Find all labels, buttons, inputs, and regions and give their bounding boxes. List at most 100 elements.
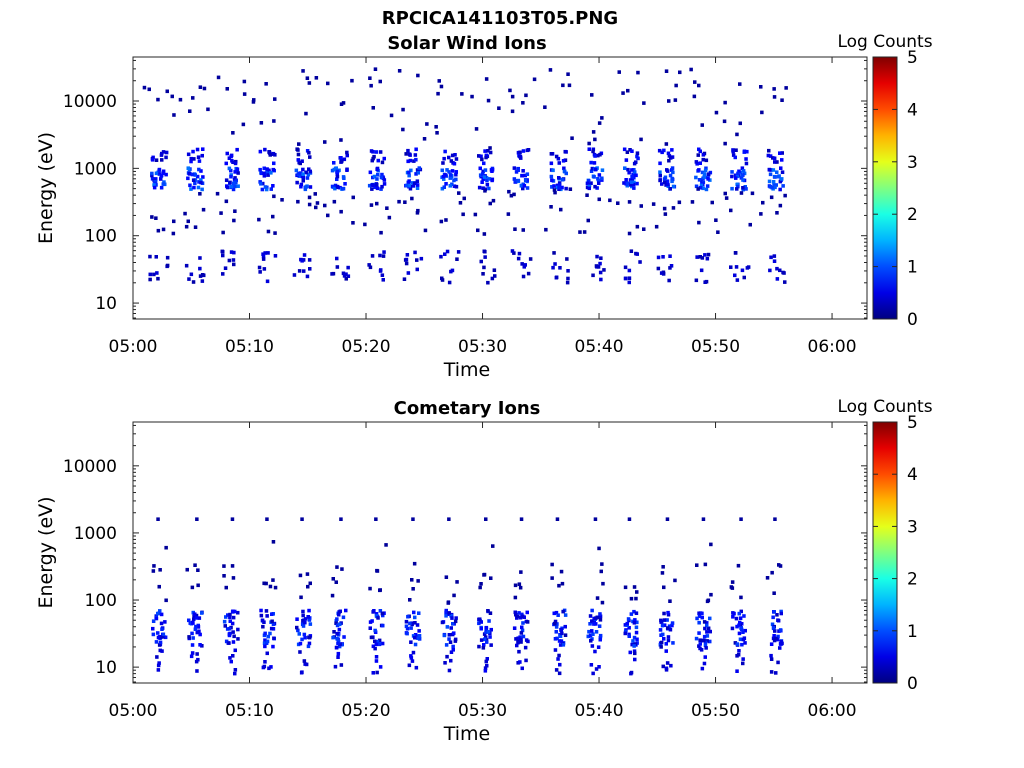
spectrogram-cell — [440, 278, 445, 282]
spectrogram-cell — [769, 670, 774, 674]
spectrogram-cell — [636, 156, 640, 161]
spectrogram-cell — [600, 600, 605, 605]
spectrogram-cell — [387, 215, 392, 220]
spectrogram-cell — [416, 73, 420, 78]
spectrogram-cell — [658, 643, 663, 647]
spectrogram-cell — [520, 173, 524, 178]
spectrogram-cell — [382, 250, 386, 254]
spectrogram-cell — [330, 593, 335, 598]
spectrogram-cell — [165, 89, 169, 94]
spectrogram-cell — [164, 150, 169, 155]
spectrogram-cell — [442, 633, 447, 638]
spectrogram-cell — [298, 641, 303, 646]
spectrogram-cell — [635, 637, 639, 642]
spectrogram-cell — [156, 276, 160, 281]
spectrogram-cell — [164, 155, 168, 160]
spectrogram-cell — [778, 268, 782, 273]
spectrogram-cell — [698, 161, 702, 165]
spectrogram-cell — [767, 167, 772, 172]
spectrogram-cell — [703, 643, 708, 648]
spectrogram-cell — [251, 100, 256, 104]
spectrogram-cell — [665, 618, 669, 622]
spectrogram-cell — [668, 187, 672, 191]
spectrogram-cell — [779, 611, 783, 616]
spectrogram-cell — [412, 181, 417, 186]
spectrogram-cell — [730, 186, 734, 191]
spectrogram-cell — [671, 641, 675, 645]
spectrogram-cell — [771, 626, 776, 630]
spectrogram-cell — [154, 616, 159, 621]
spectrogram-cell — [413, 621, 417, 625]
spectrogram-cell — [332, 199, 337, 204]
spectrogram-cell — [258, 149, 263, 154]
spectrogram-cell — [714, 218, 718, 222]
spectrogram-cell — [709, 592, 713, 597]
spectrogram-cell — [497, 106, 501, 110]
spectrogram-cell — [517, 649, 521, 654]
spectrogram-cell — [187, 277, 191, 281]
spectrogram-cell — [339, 517, 343, 521]
spectrogram-cell — [626, 167, 630, 172]
spectrogram-cell — [695, 162, 699, 166]
spectrogram-cell — [489, 627, 493, 632]
spectrogram-cell — [550, 562, 554, 567]
spectrogram-cell — [379, 187, 383, 191]
spectrogram-cell — [270, 619, 274, 624]
spectrogram-cell — [332, 630, 336, 634]
spectrogram-cell — [729, 265, 733, 269]
spectrogram-cell — [407, 170, 411, 175]
spectrogram-cell — [623, 166, 627, 170]
spectrogram-cell — [297, 269, 302, 273]
spectrogram-cell — [336, 651, 341, 656]
spectrogram-cell — [662, 148, 666, 153]
spectrogram-cell — [308, 185, 313, 189]
spectrogram-cell — [735, 132, 739, 137]
spectrogram-cell — [633, 642, 637, 646]
spectrogram-cell — [521, 149, 526, 153]
spectrogram-cell — [772, 174, 777, 179]
spectrogram-cell — [445, 249, 450, 254]
spectrogram-cell — [638, 260, 642, 264]
spectrogram-cell — [698, 149, 702, 154]
spectrogram-cell — [235, 147, 239, 152]
spectrogram-cells — [151, 517, 784, 676]
spectrogram-cell — [372, 174, 377, 179]
spectrogram-cell — [770, 622, 775, 627]
spectrogram-cell — [233, 161, 238, 166]
spectrogram-cell — [371, 156, 375, 161]
spectrogram-cell — [224, 585, 228, 590]
spectrogram-cell — [482, 232, 487, 236]
spectrogram-cell — [186, 176, 190, 181]
spectrogram-cell — [301, 69, 305, 73]
spectrogram-cell — [337, 627, 342, 632]
spectrogram-cell — [410, 621, 414, 625]
spectrogram-cell — [702, 175, 706, 179]
spectrogram-cell — [772, 610, 776, 614]
spectrogram-cell — [692, 94, 697, 99]
spectrogram-cell — [271, 214, 275, 219]
spectrogram-cell — [236, 610, 240, 615]
spectrogram-cell — [190, 620, 195, 625]
spectrogram-cell — [196, 155, 201, 159]
spectrogram-cell — [661, 270, 666, 275]
spectrogram-cell — [296, 158, 300, 162]
spectrogram-cell — [189, 272, 194, 277]
spectrogram-cell — [417, 629, 421, 633]
spectrogram-cell — [160, 158, 164, 162]
spectrogram-cell — [559, 639, 564, 643]
spectrogram-cell — [694, 160, 699, 164]
spectrogram-cell — [784, 86, 788, 90]
spectrogram-cell — [513, 583, 518, 588]
spectrogram-cell — [667, 278, 671, 283]
spectrogram-cell — [339, 138, 343, 142]
spectrogram-cell — [339, 663, 344, 667]
spectrogram-cell — [402, 277, 407, 281]
spectrogram-cell — [294, 168, 299, 173]
spectrogram-cell — [300, 259, 304, 263]
spectrogram-cell — [632, 635, 637, 640]
spectrogram-cell — [439, 254, 443, 259]
spectrogram-cell — [588, 633, 593, 638]
spectrogram-cell — [200, 279, 205, 283]
y-tick-label: 10 — [95, 658, 117, 678]
spectrogram-cell — [593, 184, 597, 189]
